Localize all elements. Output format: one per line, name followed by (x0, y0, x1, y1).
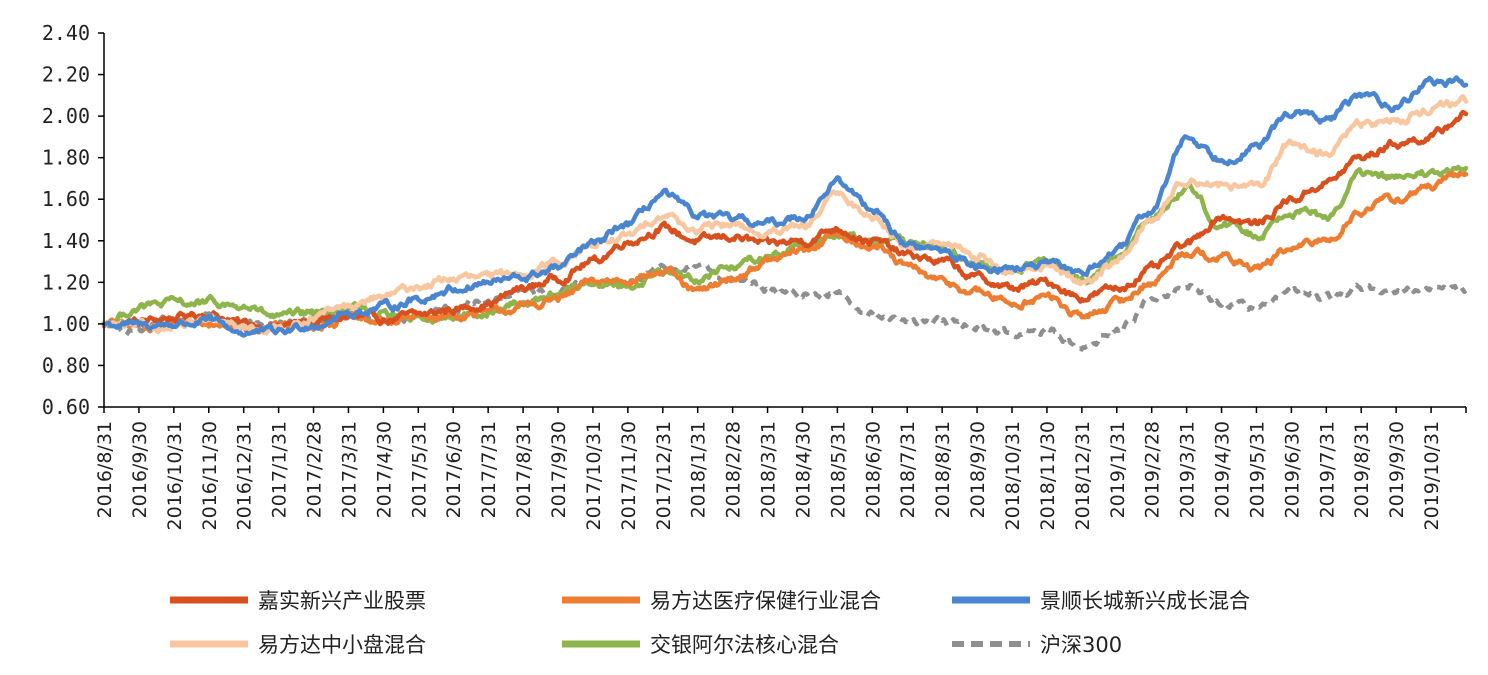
x-tick-label: 2017/4/30 (373, 421, 395, 518)
x-tick-label: 2017/7/31 (478, 421, 500, 518)
y-tick-label: 2.00 (42, 104, 90, 128)
x-tick-label: 2018/5/31 (827, 421, 849, 518)
legend-label: 嘉实新兴产业股票 (258, 589, 426, 613)
series-line-1 (101, 170, 1469, 335)
y-tick-label: 1.20 (42, 270, 90, 294)
legend-label: 交银阿尔法核心混合 (650, 633, 839, 657)
x-tick-label: 2019/5/31 (1246, 421, 1268, 518)
x-tick-label: 2016/11/30 (199, 421, 221, 531)
x-tick-label: 2018/9/30 (967, 421, 989, 518)
legend-label: 易方达中小盘混合 (258, 633, 426, 657)
x-tick-label: 2018/1/31 (688, 421, 710, 518)
x-tick-label: 2019/3/31 (1177, 421, 1199, 518)
x-tick-label: 2019/4/30 (1212, 421, 1234, 518)
y-tick-label: 2.20 (42, 63, 90, 87)
x-tick-label: 2017/5/31 (408, 421, 430, 518)
x-tick-label: 2018/7/31 (897, 421, 919, 518)
x-tick-label: 2017/12/31 (653, 421, 675, 531)
x-tick-label: 2016/10/31 (164, 421, 186, 531)
legend-label: 沪深300 (1040, 633, 1122, 657)
x-tick-label: 2017/6/30 (443, 421, 465, 518)
legend-label: 易方达医疗保健行业混合 (650, 589, 881, 613)
x-tick-label: 2016/8/31 (94, 421, 116, 518)
y-tick-label: 1.40 (42, 229, 90, 253)
x-tick-label: 2019/10/31 (1421, 421, 1443, 531)
y-tick-label: 2.40 (42, 21, 90, 45)
x-tick-label: 2016/9/30 (129, 421, 151, 518)
y-tick-label: 1.80 (42, 146, 90, 170)
y-tick-label: 0.80 (42, 353, 90, 377)
x-tick-label: 2018/8/31 (932, 421, 954, 518)
x-tick-label: 2016/12/31 (234, 421, 256, 531)
series-line-0 (101, 109, 1469, 334)
x-tick-label: 2018/2/28 (723, 421, 745, 518)
x-tick-label: 2018/4/30 (792, 421, 814, 518)
x-tick-label: 2019/1/31 (1107, 421, 1129, 518)
x-tick-label: 2019/9/30 (1386, 421, 1408, 518)
y-tick-label: 0.60 (42, 395, 90, 419)
x-tick-label: 2017/10/31 (583, 421, 605, 531)
x-tick-label: 2017/8/31 (513, 421, 535, 518)
x-tick-label: 2017/2/28 (304, 421, 326, 518)
x-tick-label: 2019/2/28 (1142, 421, 1164, 518)
x-tick-label: 2018/10/31 (1002, 421, 1024, 531)
x-tick-label: 2017/9/30 (548, 421, 570, 518)
x-tick-label: 2018/3/31 (758, 421, 780, 518)
x-tick-label: 2019/8/31 (1351, 421, 1373, 518)
y-tick-label: 1.60 (42, 187, 90, 211)
x-tick-label: 2017/11/30 (618, 421, 640, 531)
x-tick-label: 2019/6/30 (1281, 421, 1303, 518)
series-line-2 (101, 75, 1469, 338)
x-tick-label: 2017/3/31 (338, 421, 360, 518)
x-axis-ticks: 2016/8/31 2016/9/30 2016/10/31 2016/11/30 20… (94, 407, 1467, 531)
x-tick-label: 2018/6/30 (862, 421, 884, 518)
x-tick-label: 2017/1/31 (269, 421, 291, 518)
y-tick-label: 1.00 (42, 312, 90, 336)
series-group (101, 75, 1469, 352)
y-axis-ticks: 0.60 0.80 1.00 1.20 1.40 1.60 1.80 2.00 2.20 2.40 (42, 21, 104, 419)
series-line-3 (101, 94, 1469, 336)
legend-label: 景顺长城新兴成长混合 (1040, 589, 1250, 613)
x-tick-label: 2019/7/31 (1316, 421, 1338, 518)
series-line-5 (102, 261, 1468, 352)
x-tick-label: 2018/12/31 (1072, 421, 1094, 531)
x-tick-label: 2018/11/30 (1037, 421, 1059, 531)
